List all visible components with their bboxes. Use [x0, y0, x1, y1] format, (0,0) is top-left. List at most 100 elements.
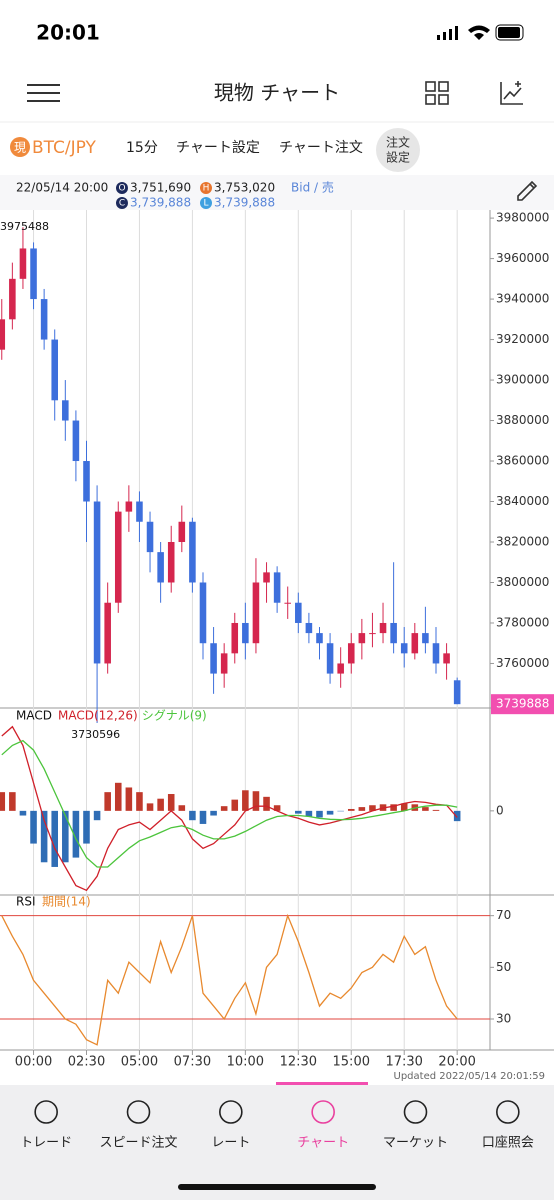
- candle-body: [263, 572, 270, 583]
- histogram-bar: [114, 782, 122, 811]
- key: C: [119, 199, 125, 209]
- histogram-bar: [432, 809, 440, 811]
- candle-body: [379, 622, 387, 634]
- candle-body: [19, 248, 27, 279]
- histogram-bar: [231, 799, 239, 811]
- histogram-bar: [453, 810, 461, 822]
- tab-icon: [403, 1100, 428, 1124]
- indicator-button[interactable]: [500, 81, 523, 105]
- histogram-bar: [19, 810, 27, 816]
- pane-title: RSI: [16, 895, 36, 909]
- candle-body: [295, 602, 302, 623]
- info-side: Bid / 売: [291, 180, 334, 195]
- order-settings-label: 注文: [386, 135, 410, 150]
- candle-body: [422, 633, 429, 644]
- histogram-bar: [93, 810, 101, 821]
- layout-button[interactable]: [425, 81, 449, 105]
- histogram-bar: [199, 810, 207, 824]
- y-tick-label: 3880000: [496, 413, 549, 427]
- tab[interactable]: 口座照会: [482, 1100, 534, 1151]
- info-low: 3,739,888: [214, 196, 275, 210]
- x-tick-label: 17:30: [385, 1055, 422, 1070]
- tab-icon: [34, 1100, 58, 1124]
- histogram-bar: [146, 803, 154, 811]
- pane-title: MACD: [16, 709, 52, 723]
- histogram-bar: [104, 792, 111, 811]
- chart-settings[interactable]: チャート設定: [176, 140, 260, 156]
- histogram-bar: [125, 787, 133, 811]
- candle-body: [40, 299, 48, 340]
- x-tick-label: 05:00: [121, 1055, 158, 1070]
- candle-body: [347, 643, 355, 664]
- candle-body: [326, 643, 334, 674]
- histogram-bar: [83, 810, 90, 844]
- candle-body: [273, 572, 281, 603]
- key: O: [118, 184, 125, 194]
- candle-body: [220, 653, 228, 674]
- x-tick-label: 02:30: [68, 1055, 105, 1070]
- max-label: 3975488: [0, 220, 49, 233]
- badge: [10, 137, 30, 157]
- candle-body: [72, 420, 80, 462]
- candle-body: [231, 622, 239, 654]
- y-tick-label: 3980000: [496, 211, 549, 225]
- tab[interactable]: チャート: [297, 1100, 349, 1151]
- histogram-bar: [347, 808, 355, 811]
- tab[interactable]: スピード注文: [99, 1100, 178, 1151]
- x-tick-label: 20:00: [438, 1055, 475, 1070]
- tab-indicator: [276, 1082, 368, 1085]
- tabs: トレード スピード注文 レート チャート マーケット 口座照会: [20, 1100, 534, 1151]
- tab-icon: [126, 1100, 151, 1124]
- tab[interactable]: トレード: [20, 1100, 72, 1151]
- histogram-bar: [390, 804, 397, 811]
- order-settings-label: 設定: [386, 150, 410, 165]
- key: L: [203, 199, 208, 209]
- y-tick-label: 3920000: [496, 332, 549, 346]
- histogram-bar: [40, 810, 48, 863]
- tab[interactable]: レート: [211, 1100, 250, 1151]
- legend-entry: MACD(12,26): [58, 709, 138, 723]
- order-settings-button[interactable]: [376, 128, 420, 172]
- tab-icon: [311, 1100, 335, 1124]
- tab-bar: [0, 1085, 554, 1200]
- status-icons: [437, 24, 524, 41]
- chart-area: 00:00 02:30 05:00 07:30 10:00 12:30 15:00 17:30…: [0, 210, 554, 1070]
- tab-label: チャート: [297, 1136, 349, 1151]
- histogram-bar: [295, 810, 302, 814]
- y-tick-label: 3900000: [496, 373, 549, 387]
- candle-body: [199, 582, 207, 644]
- interval[interactable]: 15分: [126, 140, 158, 156]
- x-tick-label: 07:30: [174, 1055, 211, 1070]
- candle-body: [390, 622, 397, 644]
- menu-button[interactable]: [27, 84, 60, 102]
- y-tick-label: 3800000: [496, 575, 549, 589]
- y-tick-label: 3940000: [496, 292, 549, 306]
- home-indicator: [178, 1184, 376, 1190]
- y-tick-label: 3780000: [496, 615, 549, 629]
- candle-body: [125, 501, 133, 512]
- y-tick-label: 0: [496, 803, 504, 817]
- candle-body: [136, 501, 143, 522]
- histogram-bar: [220, 806, 228, 811]
- draw-button[interactable]: [517, 180, 538, 201]
- info-open: 3,751,690: [130, 181, 191, 195]
- candle-body: [114, 511, 122, 603]
- key: H: [203, 184, 210, 194]
- tab[interactable]: マーケット: [383, 1100, 448, 1151]
- pair[interactable]: BTC/JPY: [32, 138, 97, 158]
- candle-body: [411, 633, 419, 654]
- x-tick-label: 10:00: [227, 1055, 264, 1070]
- histogram-bar: [189, 810, 196, 821]
- last-price-tag: [491, 694, 554, 715]
- tab-label: スピード注文: [99, 1136, 177, 1151]
- chart-order[interactable]: チャート注文: [279, 140, 363, 156]
- y-tick-label: 70: [496, 908, 511, 922]
- tab-label: 口座照会: [482, 1136, 534, 1151]
- candle-body: [337, 663, 344, 674]
- y-tick-label: 3960000: [496, 251, 549, 265]
- tab-label: マーケット: [383, 1136, 448, 1151]
- x-tick-label: 00:00: [15, 1055, 52, 1070]
- histogram-bar: [72, 810, 80, 858]
- updated-time: 2022/05/14 20:01:59: [439, 1071, 545, 1082]
